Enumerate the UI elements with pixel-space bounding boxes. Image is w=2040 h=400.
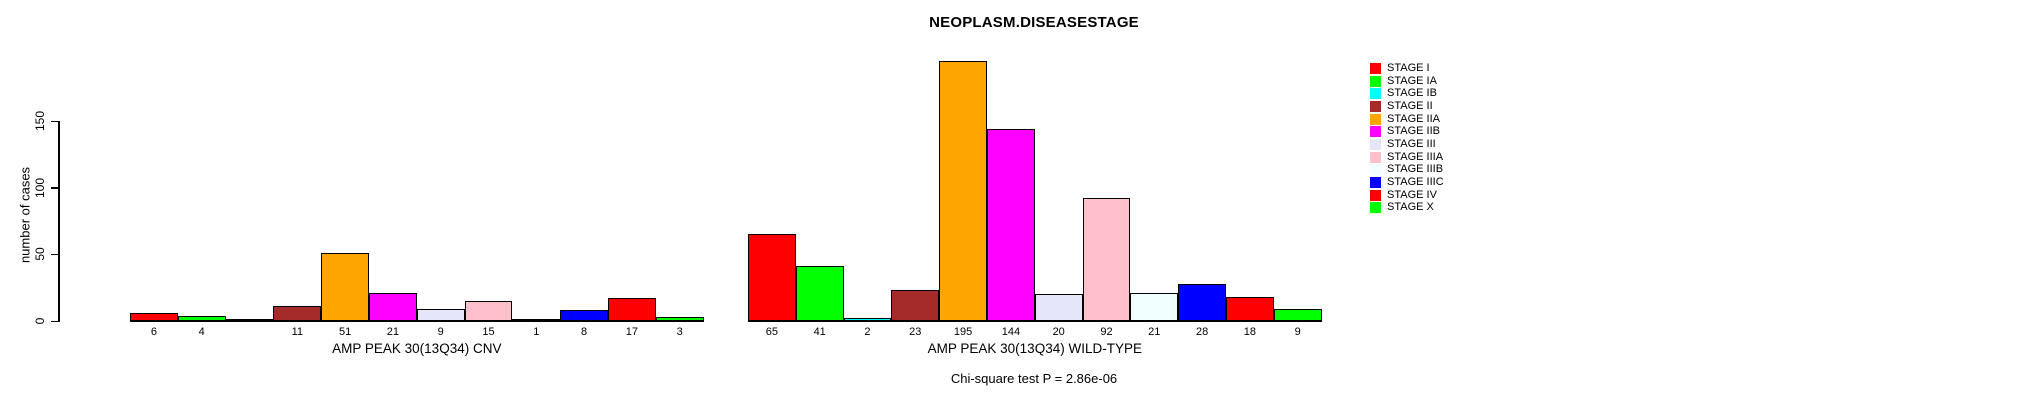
- bar: [987, 129, 1035, 321]
- bar-value-label: 20: [1052, 326, 1065, 338]
- bar: [1130, 293, 1179, 321]
- bar: [273, 306, 322, 321]
- bar-value-label: 17: [625, 326, 639, 338]
- y-axis-tick-label: 0: [33, 317, 47, 325]
- legend-label: STAGE IIA: [1387, 112, 1440, 125]
- legend-item: STAGE III: [1370, 138, 1444, 151]
- legend-label: STAGE III: [1387, 137, 1436, 150]
- bar: [1178, 283, 1226, 321]
- bar-value-label: 144: [1001, 326, 1021, 338]
- legend-swatch: [1370, 138, 1381, 150]
- y-axis-tick: [51, 320, 58, 322]
- chart-title: NEOPLASM.DISEASESTAGE: [929, 14, 1139, 31]
- x-axis-baseline: [748, 320, 1322, 322]
- y-axis-tick: [51, 187, 58, 189]
- legend-item: STAGE IB: [1370, 87, 1444, 100]
- bar-value-label: 41: [813, 326, 826, 338]
- bar-value-label: 21: [386, 326, 400, 338]
- bar: [464, 301, 513, 321]
- legend-item: STAGE IIB: [1370, 125, 1444, 138]
- y-axis-label: number of cases: [17, 166, 33, 264]
- bar-value-label: 195: [953, 326, 973, 338]
- bar-value-label: 11: [291, 326, 303, 338]
- bar-value-label: 2: [864, 326, 871, 338]
- x-axis-title: AMP PEAK 30(13Q34) WILD-TYPE: [927, 341, 1142, 356]
- legend-item: STAGE II: [1370, 100, 1444, 113]
- y-axis-line: [58, 121, 60, 322]
- legend: STAGE I STAGE IA STAGE IB STAGE II STAGE IIA…: [1370, 62, 1444, 214]
- bar-value-label: 18: [1243, 326, 1257, 338]
- bar-value-label: 21: [1148, 326, 1161, 338]
- x-axis-title: AMP PEAK 30(13Q34) CNV: [332, 341, 502, 356]
- y-axis-tick-label: 100: [33, 177, 47, 198]
- chi-square-annotation: Chi-square test P = 2.86e-06: [950, 371, 1118, 386]
- bar-group: 65 41 2 23 195 144 20 92 21 28 18 9: [748, 0, 1322, 338]
- legend-swatch: [1370, 100, 1381, 112]
- bar: [608, 298, 656, 321]
- bar: [1082, 198, 1131, 321]
- bar-value-label: 51: [338, 326, 352, 338]
- legend-label: STAGE IIIA: [1387, 150, 1444, 163]
- legend-item: STAGE IV: [1370, 189, 1444, 202]
- legend-item: STAGE IIA: [1370, 113, 1444, 126]
- bar-value-label: 23: [909, 326, 922, 338]
- legend-label: STAGE II: [1387, 99, 1433, 112]
- y-axis-tick-label: 50: [33, 247, 47, 262]
- legend-swatch: [1370, 62, 1381, 74]
- legend-swatch: [1370, 164, 1381, 176]
- legend-label: STAGE IIB: [1387, 125, 1440, 138]
- legend-item: STAGE IIIA: [1370, 151, 1444, 164]
- legend-item: STAGE IIIC: [1370, 176, 1444, 189]
- legend-item: STAGE I: [1370, 62, 1444, 75]
- bar-value-label: 6: [150, 326, 157, 338]
- bar: [369, 293, 417, 321]
- legend-swatch: [1370, 113, 1381, 125]
- legend-swatch: [1370, 189, 1381, 201]
- bar-value-label: 3: [676, 326, 683, 338]
- x-axis-baseline: [130, 320, 704, 322]
- bar-value-label: 8: [581, 326, 588, 338]
- bar: [1034, 294, 1083, 321]
- bar-group: 6 4 11 51 21 9 15 1 8 17 3: [130, 0, 704, 338]
- legend-item: STAGE IIIB: [1370, 164, 1444, 177]
- legend-label: STAGE IIIB: [1387, 163, 1444, 176]
- legend-label: STAGE I: [1387, 61, 1430, 74]
- y-axis-tick-label: 150: [33, 110, 47, 132]
- bar-value-label: 9: [437, 326, 444, 338]
- legend-swatch: [1370, 75, 1381, 87]
- legend-swatch: [1370, 126, 1381, 138]
- bar-value-label: 9: [1294, 326, 1301, 338]
- bar-value-label: 28: [1195, 326, 1209, 338]
- bar: [891, 290, 940, 321]
- legend-label: STAGE IV: [1387, 188, 1437, 201]
- bar: [939, 61, 987, 321]
- y-axis-tick: [51, 253, 58, 256]
- bar: [748, 234, 796, 321]
- legend-item: STAGE X: [1370, 202, 1444, 215]
- bar: [795, 266, 844, 321]
- bar-value-label: 4: [198, 326, 205, 338]
- bar: [321, 253, 369, 321]
- legend-swatch: [1370, 151, 1381, 163]
- legend-label: STAGE IIIC: [1387, 176, 1444, 189]
- bar: [1226, 297, 1274, 321]
- legend-swatch: [1370, 177, 1381, 189]
- bar-value-label: 1: [533, 326, 540, 338]
- bar-value-label: 15: [482, 326, 495, 338]
- legend-label: STAGE IB: [1387, 87, 1437, 100]
- bar-value-label: 92: [1100, 326, 1113, 338]
- y-axis-tick: [51, 120, 58, 122]
- legend-swatch: [1370, 88, 1381, 100]
- legend-item: STAGE IA: [1370, 75, 1444, 88]
- bar-value-label: 65: [765, 326, 779, 338]
- legend-swatch: [1370, 202, 1381, 214]
- legend-label: STAGE X: [1387, 201, 1434, 214]
- legend-label: STAGE IA: [1387, 74, 1437, 87]
